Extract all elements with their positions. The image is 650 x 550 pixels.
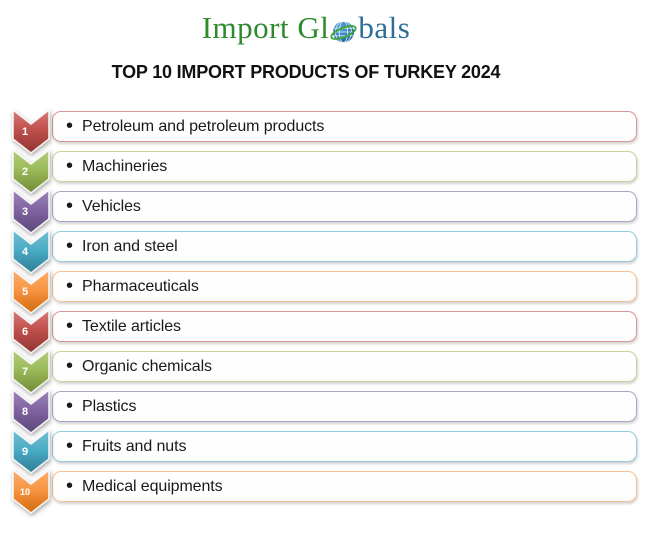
bullet-icon: • (66, 474, 74, 497)
item-label: Iron and steel (82, 237, 178, 255)
bullet-icon: • (66, 314, 74, 337)
list-item: 9 • Fruits and nuts (0, 429, 650, 474)
svg-text:6: 6 (22, 326, 28, 338)
bullet-icon: • (66, 114, 74, 137)
item-label: Medical equipments (82, 477, 223, 495)
item-label: Plastics (82, 397, 137, 415)
bullet-icon: • (66, 234, 74, 257)
rank-chevron-icon: 6 (11, 308, 51, 355)
page-title: TOP 10 IMPORT PRODUCTS OF TURKEY 2024 (111, 62, 501, 82)
svg-text:10: 10 (20, 487, 30, 497)
item-label: Pharmaceuticals (82, 277, 199, 295)
list-item: 6 • Textile articles (0, 309, 650, 354)
svg-text:4: 4 (22, 246, 29, 258)
rank-chevron-icon: 5 (11, 268, 51, 315)
rank-chevron-icon: 7 (11, 348, 51, 395)
bullet-icon: • (66, 274, 74, 297)
list-item: 8 • Plastics (0, 389, 650, 434)
list-item: 4 • Iron and steel (0, 229, 650, 274)
svg-text:2: 2 (22, 166, 28, 178)
item-bar: • Vehicles (52, 191, 637, 222)
item-bar: • Textile articles (52, 311, 637, 342)
list-item: 1 • Petroleum and petroleum products (0, 109, 650, 154)
item-label: Fruits and nuts (82, 437, 187, 455)
bullet-icon: • (66, 194, 74, 217)
logo-text-green: Import Gl (201, 10, 330, 45)
svg-text:8: 8 (22, 406, 28, 418)
item-bar: • Iron and steel (52, 231, 637, 262)
item-bar: • Medical equipments (52, 471, 637, 502)
rank-chevron-icon: 2 (11, 148, 51, 195)
item-bar: • Fruits and nuts (52, 431, 637, 462)
rank-chevron-icon: 1 (11, 108, 51, 155)
svg-text:5: 5 (22, 286, 28, 298)
item-label: Petroleum and petroleum products (82, 117, 325, 135)
svg-text:3: 3 (22, 206, 28, 218)
bullet-icon: • (66, 434, 74, 457)
list-item: 5 • Pharmaceuticals (0, 269, 650, 314)
item-bar: • Organic chemicals (52, 351, 637, 382)
rank-chevron-icon: 10 (11, 468, 51, 515)
rank-chevron-icon: 3 (11, 188, 51, 235)
rank-chevron-icon: 8 (11, 388, 51, 435)
item-bar: • Machineries (52, 151, 637, 182)
logo-text-blue: bals (358, 10, 411, 45)
item-label: Textile articles (82, 317, 181, 335)
bullet-icon: • (66, 354, 74, 377)
svg-text:1: 1 (22, 126, 28, 138)
bullet-icon: • (66, 394, 74, 417)
item-bar: • Pharmaceuticals (52, 271, 637, 302)
logo: Import Gl ba (0, 10, 612, 46)
list-item: 2 • Machineries (0, 149, 650, 194)
list-item: 7 • Organic chemicals (0, 349, 650, 394)
item-bar: • Plastics (52, 391, 637, 422)
globe-icon (330, 18, 357, 45)
svg-text:7: 7 (22, 366, 28, 378)
item-label: Organic chemicals (82, 357, 212, 375)
item-bar: • Petroleum and petroleum products (52, 111, 637, 142)
list-item: 10 • Medical equipments (0, 469, 650, 514)
item-label: Machineries (82, 157, 168, 175)
item-label: Vehicles (82, 197, 141, 215)
svg-text:9: 9 (22, 446, 28, 458)
rank-chevron-icon: 4 (11, 228, 51, 275)
list-item: 3 • Vehicles (0, 189, 650, 234)
rank-chevron-icon: 9 (11, 428, 51, 475)
bullet-icon: • (66, 154, 74, 177)
